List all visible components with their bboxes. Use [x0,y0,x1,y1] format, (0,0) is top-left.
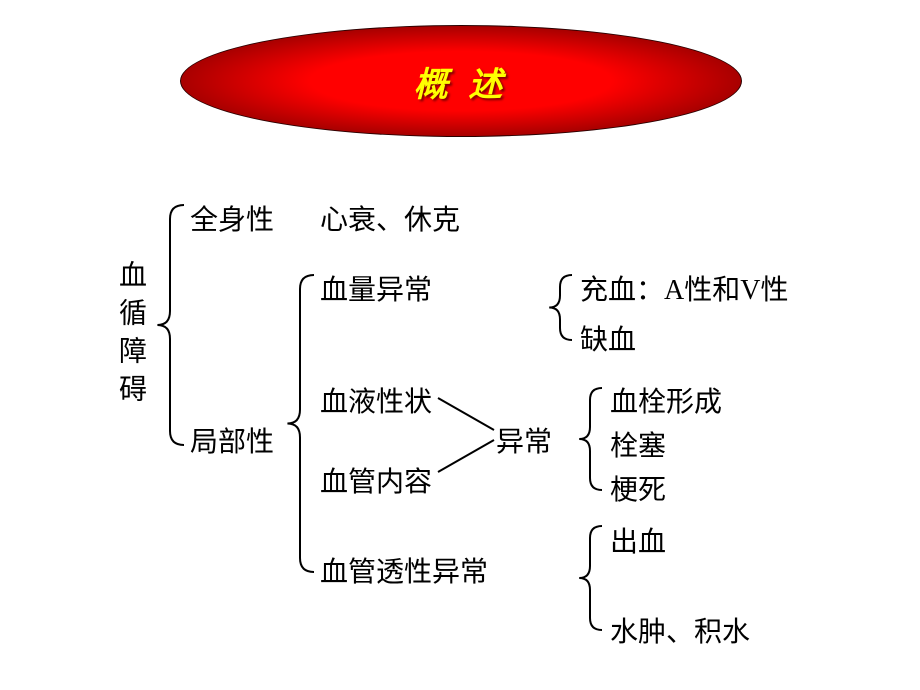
node-local: 局部性 [190,420,274,460]
node-hemorrhage: 出血 [610,520,666,560]
node-hyperemia: 充血：A性和V性 [580,268,788,308]
title-text: 概 述 [414,57,509,106]
node-embolism: 栓塞 [610,424,666,464]
node-systemic: 全身性 [190,198,274,238]
connector-line-0 [438,398,494,430]
node-systemic_detail: 心衰、休克 [320,198,460,238]
node-infarction: 梗死 [610,468,666,508]
node-edema: 水肿、积水 [610,610,750,650]
node-abnormal: 异常 [496,420,552,460]
brace-4 [579,526,602,630]
brace-3 [579,388,602,490]
node-blood_property: 血液性状 [320,380,432,420]
brace-0 [157,205,184,445]
node-ischemia: 缺血 [580,318,636,358]
node-vessel_content: 血管内容 [320,460,432,500]
node-root: 血循障碍 [110,260,150,412]
node-thrombosis: 血栓形成 [610,380,722,420]
title-ellipse: 概 述 [180,25,742,137]
node-permeability: 血管透性异常 [320,550,488,590]
connector-line-1 [438,440,494,472]
node-blood_volume: 血量异常 [320,268,432,308]
brace-2 [549,275,572,340]
brace-1 [287,275,314,572]
